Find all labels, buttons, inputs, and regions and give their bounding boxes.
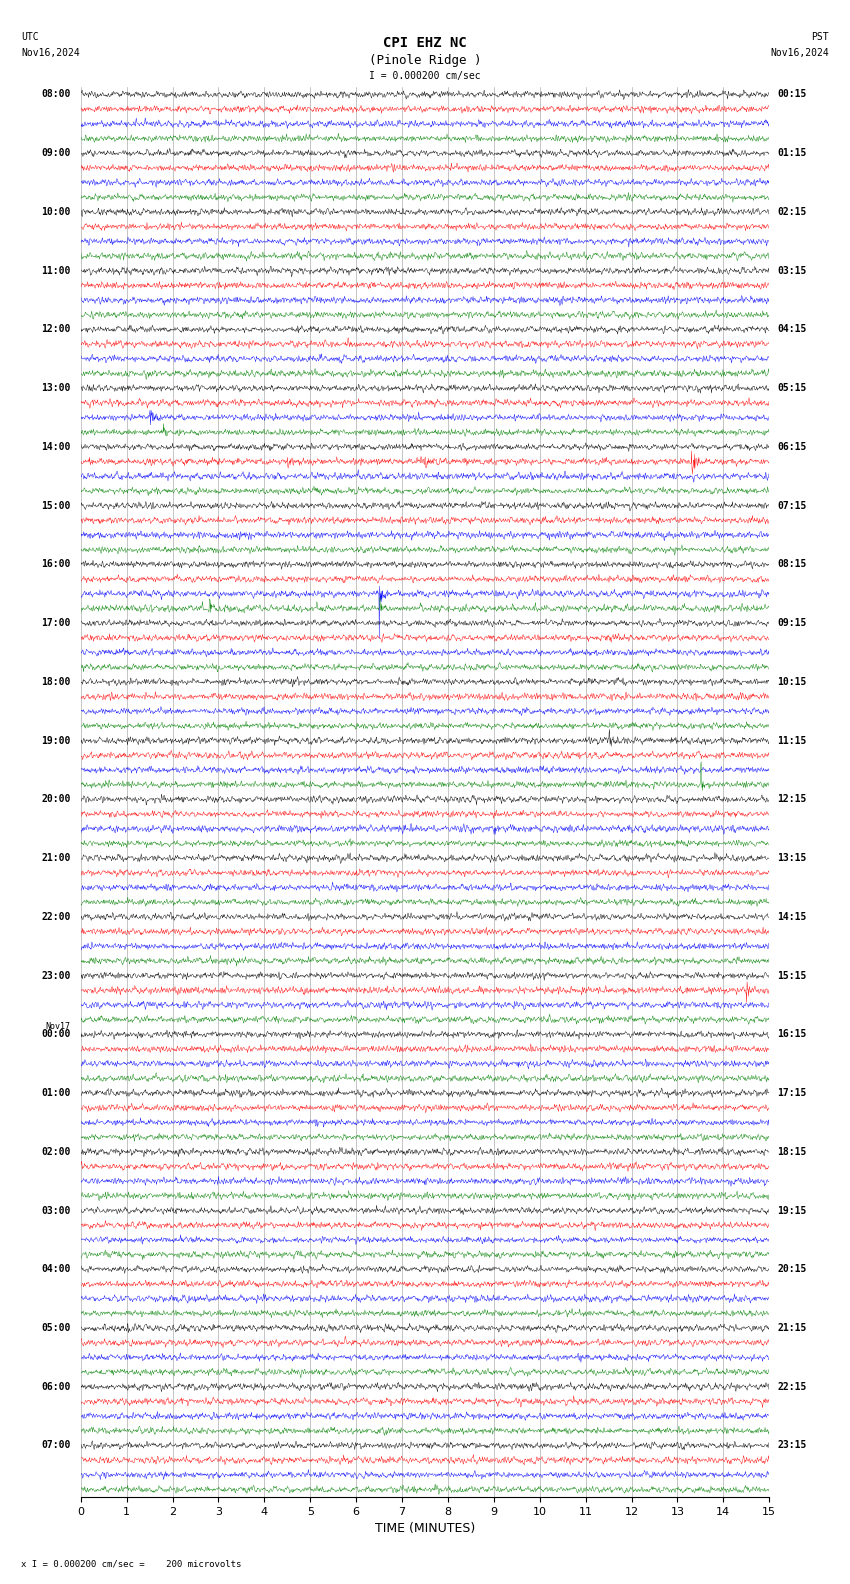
Text: 19:15: 19:15	[778, 1205, 807, 1215]
Text: 09:15: 09:15	[778, 618, 807, 629]
Text: PST: PST	[811, 32, 829, 41]
Text: 08:15: 08:15	[778, 559, 807, 569]
Text: Nov16,2024: Nov16,2024	[21, 48, 80, 57]
Text: 04:00: 04:00	[41, 1264, 71, 1274]
Text: CPI EHZ NC: CPI EHZ NC	[383, 36, 467, 51]
Text: 16:00: 16:00	[41, 559, 71, 569]
Text: 00:00: 00:00	[41, 1030, 71, 1039]
Text: 17:00: 17:00	[41, 618, 71, 629]
Text: 20:15: 20:15	[778, 1264, 807, 1274]
Text: 07:15: 07:15	[778, 501, 807, 510]
Text: 13:00: 13:00	[41, 383, 71, 393]
Text: 12:00: 12:00	[41, 325, 71, 334]
Text: 23:15: 23:15	[778, 1440, 807, 1451]
Text: Nov17: Nov17	[45, 1022, 71, 1031]
Text: 17:15: 17:15	[778, 1088, 807, 1098]
Text: 10:15: 10:15	[778, 676, 807, 687]
Text: Nov16,2024: Nov16,2024	[770, 48, 829, 57]
Text: 06:15: 06:15	[778, 442, 807, 451]
Text: 08:00: 08:00	[41, 89, 71, 100]
Text: 22:15: 22:15	[778, 1381, 807, 1392]
Text: I = 0.000200 cm/sec: I = 0.000200 cm/sec	[369, 71, 481, 81]
Text: 00:15: 00:15	[778, 89, 807, 100]
Text: 09:00: 09:00	[41, 149, 71, 158]
Text: 14:00: 14:00	[41, 442, 71, 451]
Text: 06:00: 06:00	[41, 1381, 71, 1392]
Text: UTC: UTC	[21, 32, 39, 41]
Text: 03:00: 03:00	[41, 1205, 71, 1215]
Text: 13:15: 13:15	[778, 854, 807, 863]
Text: 03:15: 03:15	[778, 266, 807, 276]
Text: 05:00: 05:00	[41, 1323, 71, 1334]
Text: 21:00: 21:00	[41, 854, 71, 863]
Text: 01:15: 01:15	[778, 149, 807, 158]
Text: 16:15: 16:15	[778, 1030, 807, 1039]
Text: 02:00: 02:00	[41, 1147, 71, 1156]
Text: 19:00: 19:00	[41, 735, 71, 746]
Text: 05:15: 05:15	[778, 383, 807, 393]
Text: 10:00: 10:00	[41, 208, 71, 217]
Text: 07:00: 07:00	[41, 1440, 71, 1451]
Text: 14:15: 14:15	[778, 912, 807, 922]
Text: 02:15: 02:15	[778, 208, 807, 217]
Text: 04:15: 04:15	[778, 325, 807, 334]
Text: 12:15: 12:15	[778, 794, 807, 805]
Text: 21:15: 21:15	[778, 1323, 807, 1334]
Text: 11:00: 11:00	[41, 266, 71, 276]
Text: 18:15: 18:15	[778, 1147, 807, 1156]
Text: 23:00: 23:00	[41, 971, 71, 980]
Text: 20:00: 20:00	[41, 794, 71, 805]
X-axis label: TIME (MINUTES): TIME (MINUTES)	[375, 1522, 475, 1535]
Text: 15:00: 15:00	[41, 501, 71, 510]
Text: 18:00: 18:00	[41, 676, 71, 687]
Text: 22:00: 22:00	[41, 912, 71, 922]
Text: (Pinole Ridge ): (Pinole Ridge )	[369, 54, 481, 67]
Text: 01:00: 01:00	[41, 1088, 71, 1098]
Text: 15:15: 15:15	[778, 971, 807, 980]
Text: x I = 0.000200 cm/sec =    200 microvolts: x I = 0.000200 cm/sec = 200 microvolts	[21, 1559, 241, 1568]
Text: 11:15: 11:15	[778, 735, 807, 746]
